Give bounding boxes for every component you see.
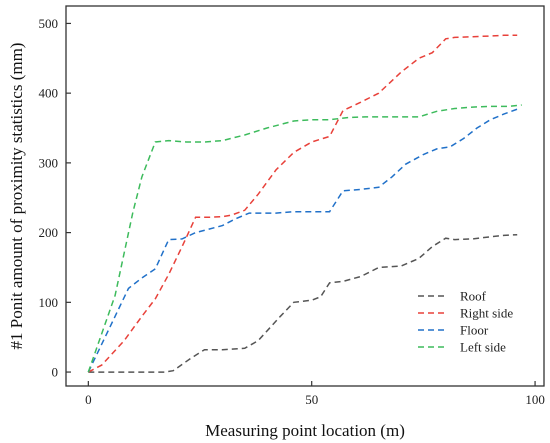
axis-ticks: 0 50 100 0 100 200 300 400 500	[39, 16, 545, 407]
x-tick-label: 0	[85, 392, 92, 407]
legend-label-roof: Roof	[460, 289, 487, 304]
y-tick-label: 0	[52, 365, 59, 380]
x-tick-label: 50	[305, 392, 318, 407]
y-tick-label: 100	[39, 295, 59, 310]
legend: Roof Right side Floor Left side	[418, 289, 513, 355]
series-line-roof	[88, 233, 518, 373]
series-line-left-side	[87, 104, 522, 373]
legend-label-right-side: Right side	[460, 306, 513, 321]
y-tick-label: 400	[39, 86, 59, 101]
plot-frame	[65, 5, 545, 387]
series-layer	[87, 34, 522, 373]
y-tick-label: 300	[39, 155, 59, 170]
y-tick-label: 200	[39, 225, 59, 240]
legend-label-left-side: Left side	[460, 340, 506, 355]
x-axis-title: Measuring point location (m)	[205, 421, 405, 440]
y-axis-title: #1 Ponit amount of proximity statistics …	[7, 43, 26, 350]
legend-label-floor: Floor	[460, 323, 489, 338]
x-tick-label: 100	[525, 392, 545, 407]
y-tick-label: 500	[39, 16, 59, 31]
